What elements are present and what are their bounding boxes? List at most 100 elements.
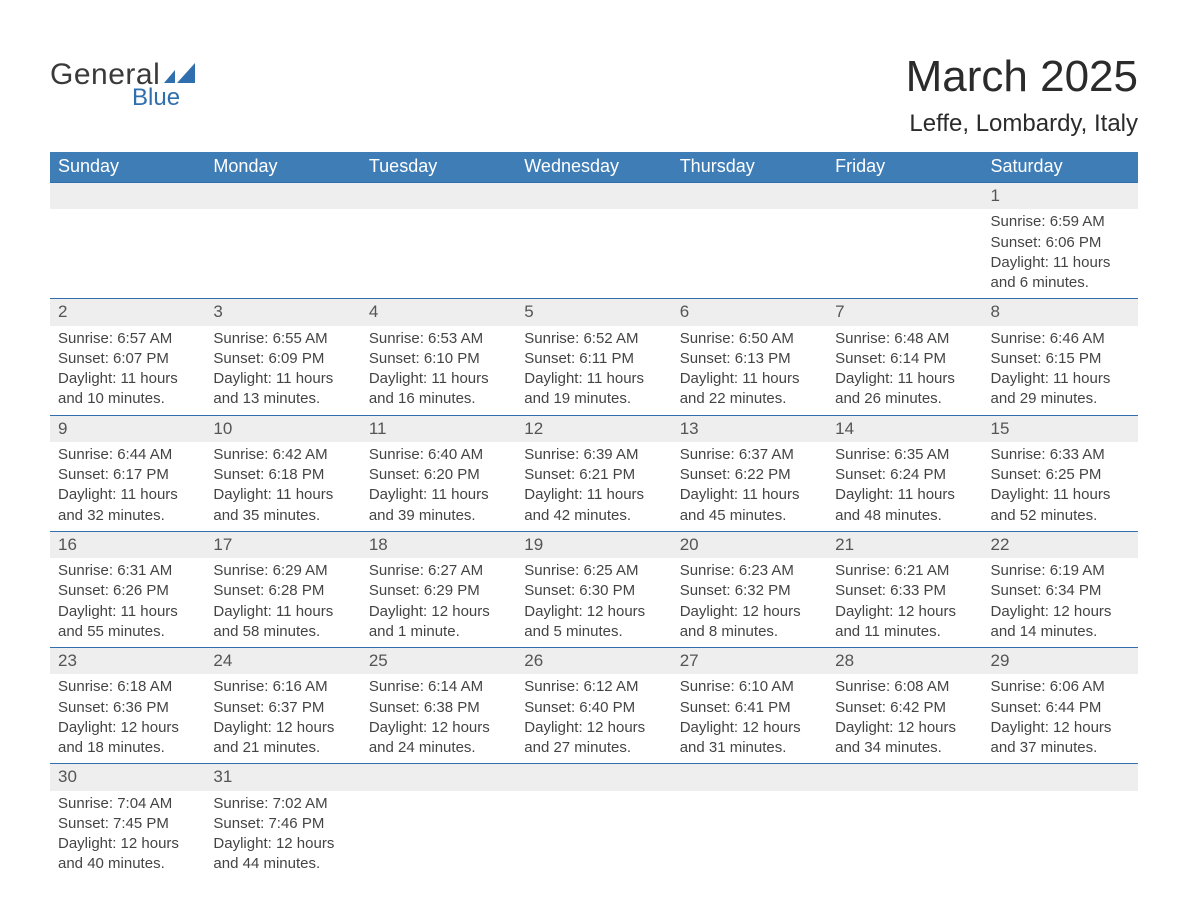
day-number-cell: 9	[50, 415, 205, 442]
day-number-cell	[827, 764, 982, 791]
sunset-line: Sunset: 6:15 PM	[991, 349, 1130, 369]
daylight-line-2: and 8 minutes.	[680, 622, 819, 642]
daylight-line-1: Daylight: 11 hours	[680, 369, 819, 389]
day-data-cell: Sunrise: 6:40 AMSunset: 6:20 PMDaylight:…	[361, 442, 516, 532]
sunset-line: Sunset: 6:18 PM	[213, 465, 352, 485]
weekday-header: Friday	[827, 152, 982, 183]
day-number-cell: 6	[672, 299, 827, 326]
day-data: Sunrise: 6:21 AMSunset: 6:33 PMDaylight:…	[827, 558, 982, 647]
day-data-cell: Sunrise: 6:23 AMSunset: 6:32 PMDaylight:…	[672, 558, 827, 648]
day-number: 17	[205, 532, 360, 558]
daylight-line-2: and 48 minutes.	[835, 506, 974, 526]
day-data-cell: Sunrise: 6:16 AMSunset: 6:37 PMDaylight:…	[205, 674, 360, 764]
daylight-line-1: Daylight: 11 hours	[524, 485, 663, 505]
weekday-header: Sunday	[50, 152, 205, 183]
day-number-cell: 7	[827, 299, 982, 326]
day-data: Sunrise: 6:35 AMSunset: 6:24 PMDaylight:…	[827, 442, 982, 531]
day-data	[983, 791, 1138, 819]
day-data-cell: Sunrise: 6:29 AMSunset: 6:28 PMDaylight:…	[205, 558, 360, 648]
week-daynum-row: 1	[50, 183, 1138, 210]
sunrise-line: Sunrise: 6:57 AM	[58, 329, 197, 349]
day-data	[672, 791, 827, 819]
day-number: 2	[50, 299, 205, 325]
daylight-line-2: and 13 minutes.	[213, 389, 352, 409]
week-data-row: Sunrise: 6:31 AMSunset: 6:26 PM Daylight:…	[50, 558, 1138, 648]
daylight-line-2: and 24 minutes.	[369, 738, 508, 758]
day-data: Sunrise: 6:46 AMSunset: 6:15 PMDaylight:…	[983, 326, 1138, 415]
week-daynum-row: 9101112131415	[50, 415, 1138, 442]
week-data-row: Sunrise: 6:18 AMSunset: 6:36 PMDaylight:…	[50, 674, 1138, 764]
sunrise-line: Sunrise: 6:12 AM	[524, 677, 663, 697]
day-number: 11	[361, 416, 516, 442]
sunrise-line: Sunrise: 6:31 AM	[58, 561, 197, 581]
day-number-cell: 11	[361, 415, 516, 442]
day-number	[672, 764, 827, 790]
day-number-cell: 25	[361, 648, 516, 675]
day-data	[516, 209, 671, 237]
daylight-line-1: Daylight: 12 hours	[369, 602, 508, 622]
day-number: 1	[983, 183, 1138, 209]
day-data-cell: Sunrise: 6:53 AMSunset: 6:10 PMDaylight:…	[361, 326, 516, 416]
daylight-line-2: and 6 minutes.	[991, 273, 1130, 293]
day-number-cell	[672, 183, 827, 210]
day-data: Sunrise: 7:04 AMSunset: 7:45 PMDaylight:…	[50, 791, 205, 880]
daylight-line-1: Daylight: 12 hours	[213, 834, 352, 854]
week-daynum-row: 23242526272829	[50, 648, 1138, 675]
sunset-line: Sunset: 6:26 PM	[58, 581, 197, 601]
daylight-line-1: Daylight: 11 hours	[58, 369, 197, 389]
daylight-line-1: Daylight: 11 hours	[991, 485, 1130, 505]
sunset-line: Sunset: 6:37 PM	[213, 698, 352, 718]
day-number-cell: 20	[672, 531, 827, 558]
day-number	[516, 183, 671, 209]
daylight-line-2: and 10 minutes.	[58, 389, 197, 409]
day-number-cell: 15	[983, 415, 1138, 442]
daylight-line-2: and 27 minutes.	[524, 738, 663, 758]
daylight-line-2: and 52 minutes.	[991, 506, 1130, 526]
week-daynum-row: 3031	[50, 764, 1138, 791]
day-data: Sunrise: 6:08 AMSunset: 6:42 PMDaylight:…	[827, 674, 982, 763]
sunrise-line: Sunrise: 7:04 AM	[58, 794, 197, 814]
sunset-line: Sunset: 6:44 PM	[991, 698, 1130, 718]
sunrise-line: Sunrise: 6:44 AM	[58, 445, 197, 465]
sunset-line: Sunset: 6:07 PM	[58, 349, 197, 369]
day-number	[516, 764, 671, 790]
daylight-line-1: Daylight: 11 hours	[524, 369, 663, 389]
daylight-line-2: and 21 minutes.	[213, 738, 352, 758]
sunset-line: Sunset: 7:46 PM	[213, 814, 352, 834]
day-data: Sunrise: 6:44 AMSunset: 6:17 PMDaylight:…	[50, 442, 205, 531]
day-data: Sunrise: 6:23 AMSunset: 6:32 PMDaylight:…	[672, 558, 827, 647]
sunset-line: Sunset: 6:06 PM	[991, 233, 1130, 253]
day-data-cell: Sunrise: 6:21 AMSunset: 6:33 PMDaylight:…	[827, 558, 982, 648]
daylight-line-1: Daylight: 12 hours	[369, 718, 508, 738]
sunset-line: Sunset: 6:21 PM	[524, 465, 663, 485]
day-number: 25	[361, 648, 516, 674]
day-data-cell: Sunrise: 6:50 AMSunset: 6:13 PMDaylight:…	[672, 326, 827, 416]
day-data-cell: Sunrise: 6:55 AMSunset: 6:09 PMDaylight:…	[205, 326, 360, 416]
day-data: Sunrise: 6:14 AMSunset: 6:38 PMDaylight:…	[361, 674, 516, 763]
day-data-cell	[361, 209, 516, 299]
day-number: 19	[516, 532, 671, 558]
day-data-cell	[672, 209, 827, 299]
day-data	[50, 209, 205, 237]
day-number: 28	[827, 648, 982, 674]
day-number-cell: 13	[672, 415, 827, 442]
day-number-cell: 31	[205, 764, 360, 791]
day-number-cell: 30	[50, 764, 205, 791]
day-data-cell: Sunrise: 6:59 AMSunset: 6:06 PMDaylight:…	[983, 209, 1138, 299]
day-number-cell: 14	[827, 415, 982, 442]
week-daynum-row: 2345678	[50, 299, 1138, 326]
day-data	[205, 209, 360, 237]
sunset-line: Sunset: 7:45 PM	[58, 814, 197, 834]
sunset-line: Sunset: 6:40 PM	[524, 698, 663, 718]
daylight-line-2: and 31 minutes.	[680, 738, 819, 758]
day-number: 18	[361, 532, 516, 558]
day-data-cell: Sunrise: 6:33 AMSunset: 6:25 PMDaylight:…	[983, 442, 1138, 532]
sunset-line: Sunset: 6:24 PM	[835, 465, 974, 485]
day-data: Sunrise: 6:27 AMSunset: 6:29 PMDaylight:…	[361, 558, 516, 647]
sunset-line: Sunset: 6:42 PM	[835, 698, 974, 718]
day-data-cell: Sunrise: 6:27 AMSunset: 6:29 PMDaylight:…	[361, 558, 516, 648]
day-number-cell	[361, 764, 516, 791]
daylight-line-2: and 44 minutes.	[213, 854, 352, 874]
daylight-line-2: and 16 minutes.	[369, 389, 508, 409]
daylight-line-1: Daylight: 12 hours	[680, 602, 819, 622]
